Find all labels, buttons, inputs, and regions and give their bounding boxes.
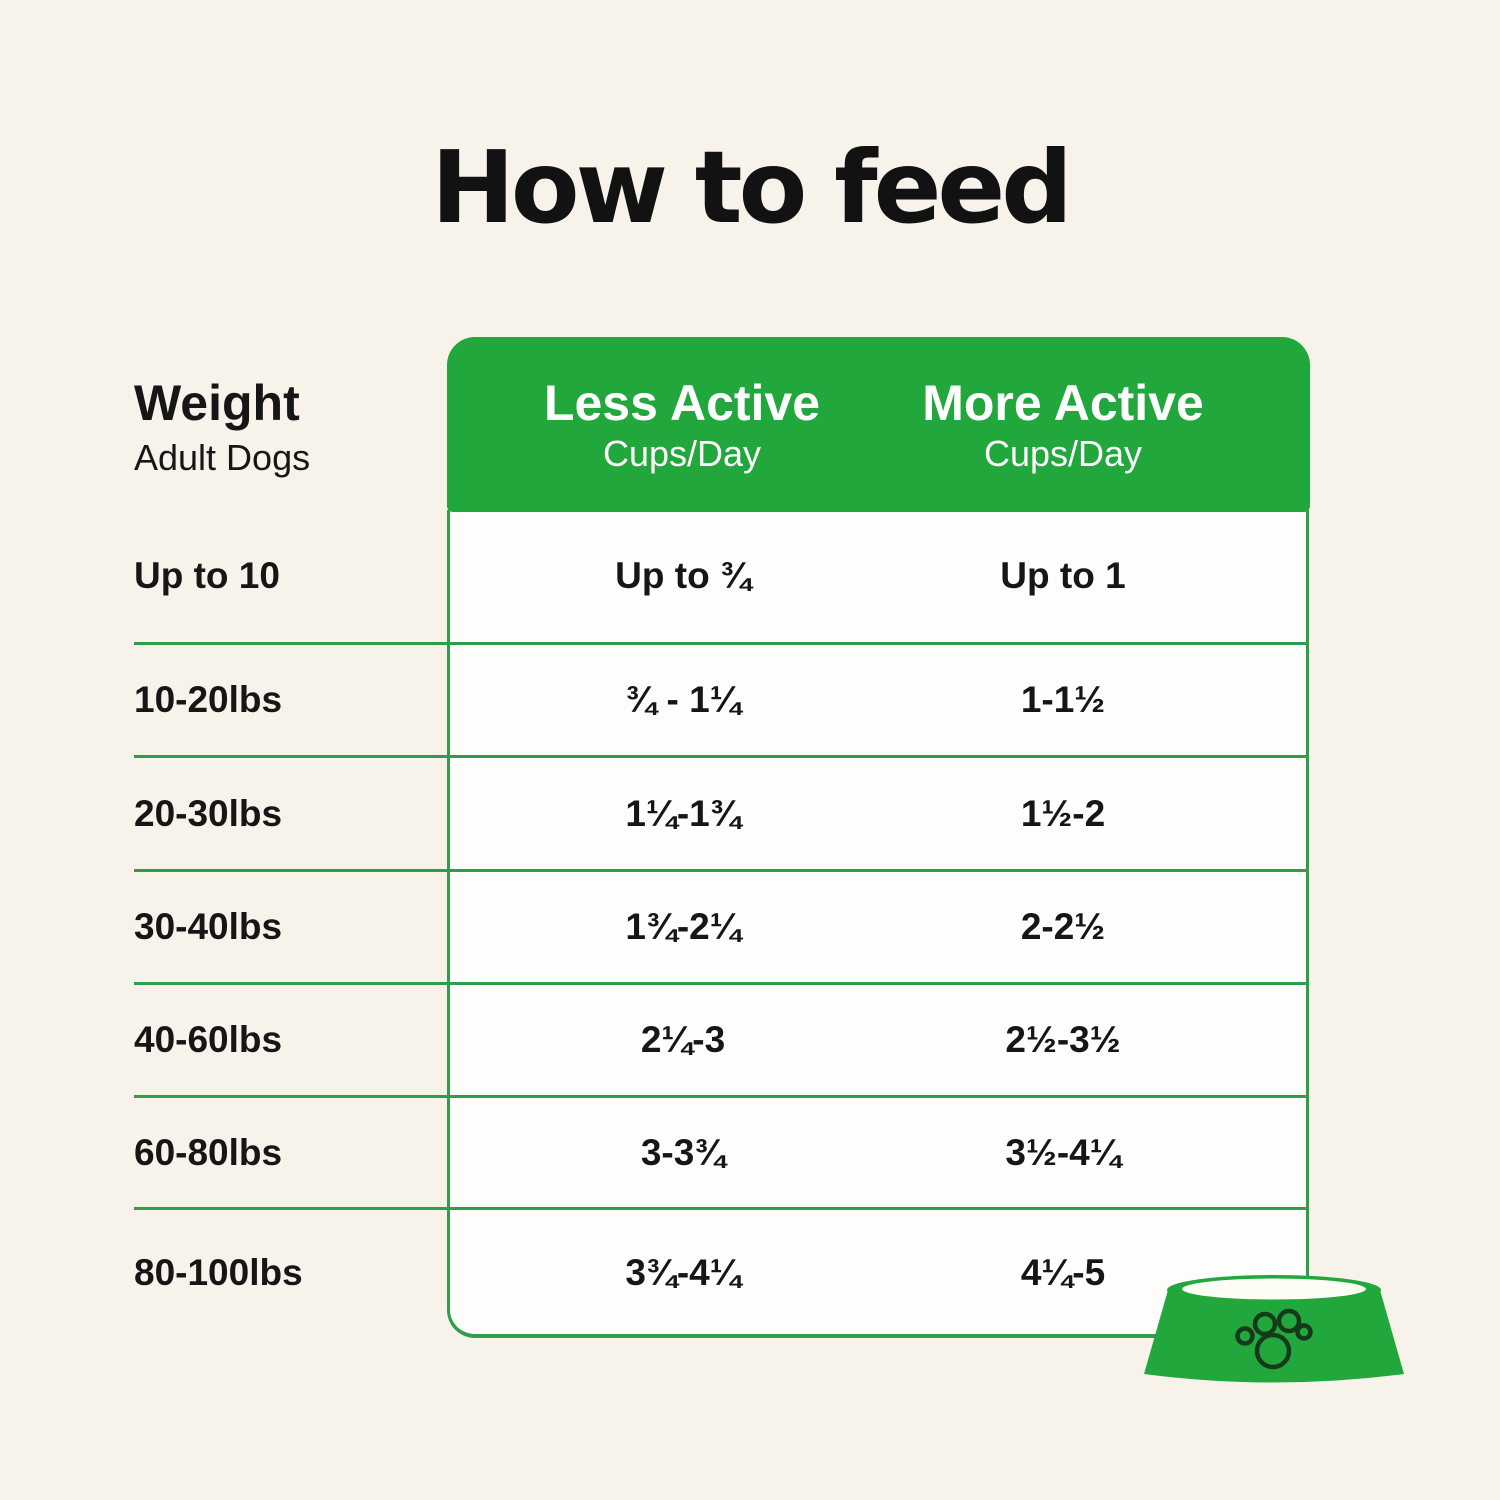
more-active-units: Cups/Day: [983, 432, 1143, 474]
less-active-value: 3-3¾: [640, 1131, 726, 1173]
weight-range-label: Up to 10: [134, 555, 280, 596]
feeding-table-header: Less Active Cups/Day More Active Cups/Da…: [447, 337, 1310, 512]
less-active-label: Less Active: [543, 374, 821, 431]
less-active-value: 1¾-2¼: [625, 906, 741, 947]
more-active-value: 2½-3½: [1005, 1019, 1121, 1060]
more-active-label: More Active: [922, 374, 1204, 431]
table-row: Up to 10 Up to ¾ Up to 1: [134, 510, 1309, 645]
weight-range-label: 20-30lbs: [134, 792, 283, 834]
weight-range-label: 40-60lbs: [134, 1019, 283, 1060]
table-row: 30-40lbs 1¾-2¼ 2-2½: [134, 872, 1309, 985]
more-active-value: 3½-4¼: [1005, 1131, 1121, 1173]
weight-column-header: Weight Adult Dogs: [134, 378, 310, 476]
less-active-units: Cups/Day: [602, 432, 762, 474]
table-row: 20-30lbs 1¼-1¾ 1½-2: [134, 758, 1309, 872]
more-active-column-header: More Active Cups/Day: [922, 337, 1204, 512]
table-row: 40-60lbs 2¼-3 2½-3½: [134, 985, 1309, 1098]
less-active-value: 2¼-3: [640, 1019, 726, 1060]
more-active-value: 2-2½: [1020, 906, 1106, 947]
less-active-column-header: Less Active Cups/Day: [544, 337, 820, 512]
paw-print-icon: [1235, 1308, 1313, 1370]
table-row: 60-80lbs 3-3¾ 3½-4¼: [134, 1098, 1309, 1210]
page-title: How to feed: [431, 129, 1073, 246]
more-active-value: Up to 1: [1000, 555, 1126, 596]
weight-range-label: 10-20lbs: [134, 679, 283, 720]
table-row: 10-20lbs ¾ - 1¼ 1-1½: [134, 645, 1309, 758]
more-active-value: 1½-2: [1020, 792, 1106, 834]
weight-subtitle: Adult Dogs: [134, 437, 311, 478]
weight-range-label: 30-40lbs: [134, 906, 283, 947]
weight-range-label: 80-100lbs: [134, 1251, 303, 1293]
feeding-table-body: [447, 510, 1309, 1338]
more-active-value: 4¼-5: [1020, 1251, 1106, 1293]
more-active-value: 1-1½: [1020, 679, 1106, 720]
less-active-value: 1¼-1¾: [625, 792, 741, 834]
table-row: 80-100lbs 3¾-4¼ 4¼-5: [134, 1210, 1309, 1335]
weight-range-label: 60-80lbs: [134, 1131, 283, 1173]
weight-title: Weight: [134, 375, 300, 431]
less-active-value: Up to ¾: [615, 555, 751, 596]
less-active-value: 3¾-4¼: [625, 1251, 741, 1293]
less-active-value: ¾ - 1¼: [625, 679, 741, 720]
dog-bowl-icon: [1144, 1275, 1404, 1383]
